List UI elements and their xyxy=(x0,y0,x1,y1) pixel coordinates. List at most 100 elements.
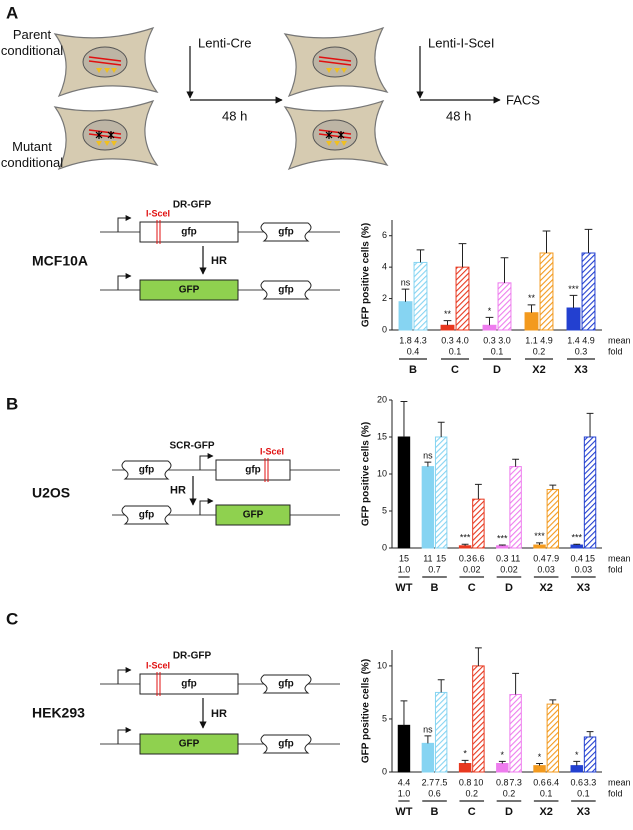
x-tick-label: D xyxy=(505,806,513,818)
marker-triangle xyxy=(334,68,340,73)
x-tick-label: X3 xyxy=(577,806,590,818)
reporter-name: DR-GFP xyxy=(173,200,212,211)
mean-label: 4.4 xyxy=(398,777,411,787)
bar xyxy=(546,703,560,773)
x-tick-label: WT xyxy=(395,806,412,818)
nucleus xyxy=(82,119,128,151)
error-bar xyxy=(416,249,425,263)
chromosome xyxy=(88,60,122,66)
gene-box xyxy=(139,733,239,755)
significance: *** xyxy=(568,284,579,294)
mean-label: 6.6 xyxy=(472,553,485,563)
bar xyxy=(509,466,522,549)
bar xyxy=(566,307,581,331)
promoter xyxy=(117,273,132,290)
bar xyxy=(496,545,509,549)
marker-triangle xyxy=(341,68,347,73)
significance: *** xyxy=(497,533,508,543)
hr-label: HR xyxy=(170,484,186,496)
bar xyxy=(440,324,455,331)
mean-label: 4.9 xyxy=(582,335,595,345)
label: Lenti-Cre xyxy=(198,35,251,50)
error-bar xyxy=(573,543,581,546)
error-bar xyxy=(485,316,494,326)
fold-label: 0.7 xyxy=(428,564,441,574)
row-label: fold xyxy=(608,346,623,356)
error-bar xyxy=(498,544,506,546)
hr-label: HR xyxy=(211,708,227,720)
mean-label: 0.4 xyxy=(570,553,583,563)
y-axis-label: GFP positive cells (%) xyxy=(361,422,372,526)
bar xyxy=(570,765,583,773)
significance: ** xyxy=(528,293,536,303)
error-bar xyxy=(461,543,469,546)
y-tick-label: 0 xyxy=(382,766,387,776)
bar xyxy=(458,763,472,773)
gene-label: GFP xyxy=(179,739,200,750)
chromosome xyxy=(318,133,352,139)
label: FACS xyxy=(506,92,540,107)
gene-label: GFP xyxy=(179,285,200,296)
bar xyxy=(413,261,428,331)
panel-label: B xyxy=(6,394,18,413)
gene-label: gfp xyxy=(245,465,261,476)
mutation xyxy=(107,131,115,139)
marker-triangle xyxy=(111,141,117,146)
y-tick-label: 0 xyxy=(382,542,387,552)
promoter xyxy=(199,498,214,515)
y-tick-label: 15 xyxy=(377,431,387,441)
y-tick-label: 5 xyxy=(382,713,387,723)
gene-scroll xyxy=(121,505,172,525)
mean-label: 11 xyxy=(511,553,520,563)
x-tick-label: X3 xyxy=(574,364,587,376)
bar xyxy=(421,742,435,773)
bar xyxy=(434,436,448,549)
row-label: mean xyxy=(608,553,631,563)
error-bar xyxy=(500,257,509,283)
mean-label: 10 xyxy=(473,777,483,787)
error-bar xyxy=(527,304,536,313)
hr-label: HR xyxy=(211,255,227,267)
gene-label: gfp xyxy=(139,465,155,476)
nucleus xyxy=(82,46,128,78)
cell-line: MCF10A xyxy=(32,253,88,269)
mean-label: 0.3 xyxy=(459,553,472,563)
mean-label: 7.9 xyxy=(547,553,560,563)
gene-scroll xyxy=(121,460,172,480)
error-bar xyxy=(512,672,520,695)
bar xyxy=(497,282,512,331)
fold-label: 0.6 xyxy=(428,788,441,798)
bar xyxy=(546,489,560,549)
bar xyxy=(570,544,583,549)
bar xyxy=(583,436,597,549)
chromosome xyxy=(318,60,352,66)
chromosome xyxy=(318,56,352,62)
x-tick-label: D xyxy=(493,364,501,376)
bar xyxy=(472,665,485,773)
mean-label: 7.3 xyxy=(509,777,522,787)
significance: *** xyxy=(571,533,582,543)
significance: ns xyxy=(423,451,433,461)
bar xyxy=(397,436,411,549)
error-bar xyxy=(461,759,469,764)
fold-label: 0.2 xyxy=(465,788,478,798)
bar xyxy=(509,694,522,773)
marker-triangle xyxy=(104,68,110,73)
mean-label: 15 xyxy=(399,553,409,563)
x-tick-label: X3 xyxy=(577,582,590,594)
x-tick-label: C xyxy=(468,806,476,818)
mean-label: 0.8 xyxy=(496,777,509,787)
significance: ** xyxy=(444,309,452,319)
error-bar xyxy=(573,760,581,766)
gene-label: GFP xyxy=(243,510,264,521)
site-label: I-SceI xyxy=(146,660,170,670)
mean-label: 2.7 xyxy=(422,777,435,787)
mean-label: 0.4 xyxy=(533,553,546,563)
gene-label: gfp xyxy=(181,679,197,690)
chromosome xyxy=(88,129,122,135)
bar xyxy=(533,765,546,773)
x-tick-label: C xyxy=(451,364,459,376)
mean-label: 3.0 xyxy=(498,335,511,345)
gene-box xyxy=(139,279,239,301)
fold-label: 0.1 xyxy=(577,788,590,798)
